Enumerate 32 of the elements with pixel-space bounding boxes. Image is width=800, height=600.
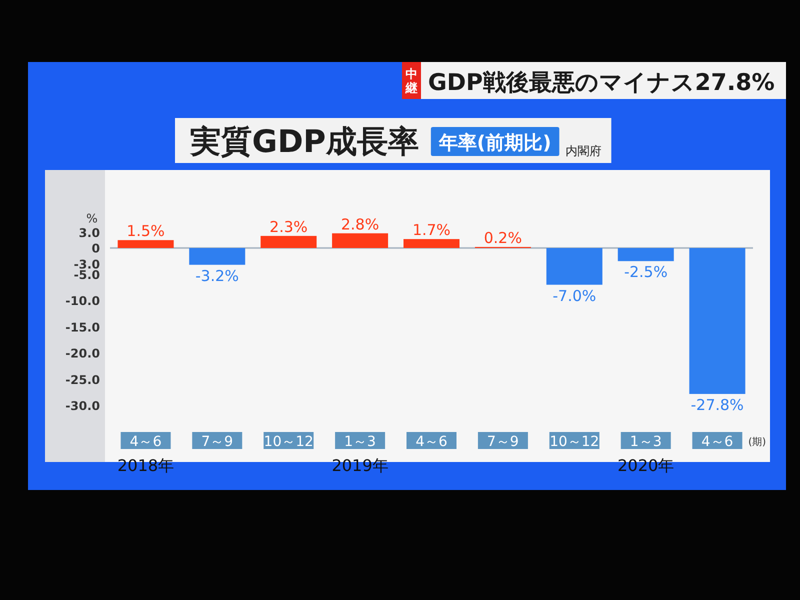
chart-title: 実質GDP成長率 bbox=[189, 124, 419, 160]
bar bbox=[618, 248, 674, 262]
y-axis-title: % bbox=[86, 211, 98, 226]
bar bbox=[404, 239, 460, 248]
text: 2020年 bbox=[617, 456, 674, 475]
bar bbox=[118, 240, 174, 248]
y-tick-label: -10.0 bbox=[65, 294, 100, 308]
y-tick-label: -30.0 bbox=[65, 399, 100, 413]
text: 2019年 bbox=[332, 456, 388, 475]
y-tick-label: -20.0 bbox=[65, 346, 100, 360]
text: 2018年 bbox=[117, 456, 174, 475]
bar bbox=[332, 233, 388, 248]
x-axis-title: (期) bbox=[748, 436, 766, 448]
value-label: -7.0% bbox=[552, 286, 596, 305]
y-tick-label: 3.0 bbox=[78, 226, 100, 240]
y-tick-label: -25.0 bbox=[65, 372, 100, 387]
value-label: 2.3% bbox=[270, 218, 308, 236]
bar bbox=[189, 248, 246, 265]
bar bbox=[689, 248, 746, 394]
value-label: -3.2% bbox=[195, 266, 239, 285]
chart-subtitle: 年率(前期比) bbox=[438, 132, 552, 154]
bar bbox=[260, 236, 317, 248]
value-label: -27.8% bbox=[690, 396, 744, 414]
value-label: 1.5% bbox=[126, 222, 165, 240]
value-label: 1.7% bbox=[412, 221, 451, 240]
y-tick-label: 0 bbox=[92, 242, 100, 256]
y-tick-label: -15.0 bbox=[65, 320, 100, 334]
value-label: 2.8% bbox=[341, 215, 380, 234]
value-label: 0.2% bbox=[484, 228, 522, 247]
title-block: 実質GDP成長率 年率(前期比) 内閣府 bbox=[175, 118, 612, 163]
value-label: -2.5% bbox=[624, 263, 668, 282]
bar bbox=[546, 248, 602, 285]
